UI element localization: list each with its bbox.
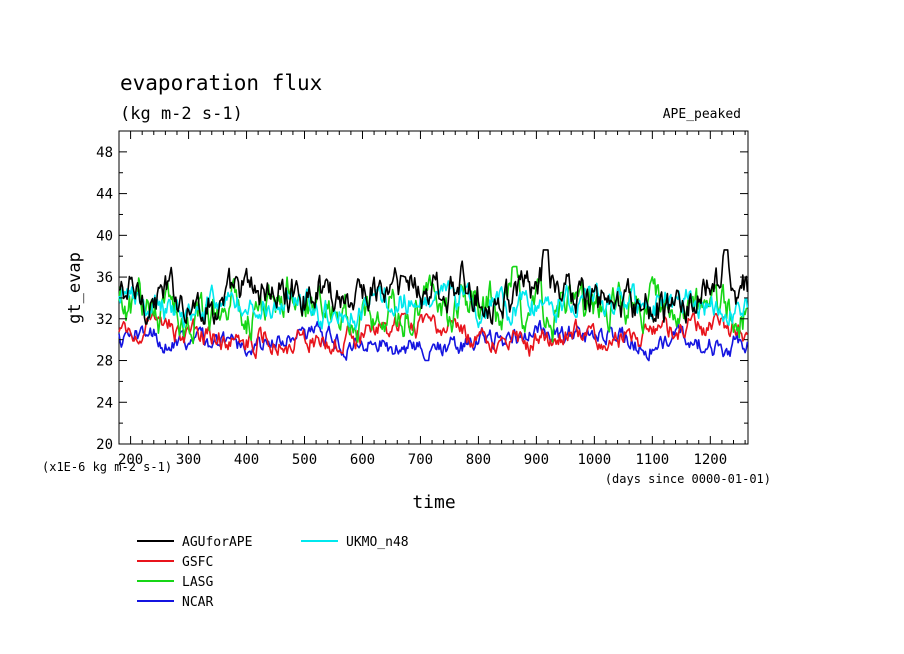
plot-area xyxy=(118,130,749,445)
x-tick-label: 800 xyxy=(466,452,491,468)
x-tick-label: 1100 xyxy=(635,452,669,468)
y-tick-label: 36 xyxy=(96,270,113,286)
x-tick-label: 1000 xyxy=(578,452,612,468)
y-tick-label: 28 xyxy=(96,354,113,370)
x-axis-units: (days since 0000-01-01) xyxy=(605,472,771,486)
plot-frame xyxy=(118,130,749,445)
legend-label-lasg: LASG xyxy=(182,575,213,590)
x-tick-label: 600 xyxy=(350,452,375,468)
y-tick-label: 32 xyxy=(96,312,113,328)
legend-label-aguforape: AGUforAPE xyxy=(182,535,252,550)
x-tick-label: 1200 xyxy=(693,452,727,468)
y-tick-label: 40 xyxy=(96,228,113,244)
y-tick-label: 24 xyxy=(96,395,113,411)
chart-title: evaporation flux xyxy=(120,71,322,95)
experiment-label: APE_peaked xyxy=(663,107,741,122)
legend-label-ncar: NCAR xyxy=(182,595,213,610)
y-axis-units: (x1E-6 kg m-2 s-1) xyxy=(42,460,172,474)
axes-layer: 20 24 28 32 36 40 44 48 200 300 400 500 600 700 800 900… xyxy=(96,131,748,468)
chart-subtitle: (kg m-2 s-1) xyxy=(120,104,243,124)
series-line-ncar xyxy=(118,319,749,362)
x-tick-label: 500 xyxy=(292,452,317,468)
y-tick-label: 48 xyxy=(96,145,113,161)
x-tick-label: 700 xyxy=(408,452,433,468)
x-tick-label: 300 xyxy=(176,452,201,468)
series-line-aguforape xyxy=(118,249,749,325)
y-tick-label: 44 xyxy=(96,187,113,203)
series-layer xyxy=(118,249,749,362)
legend-label-gsfc: GSFC xyxy=(182,555,213,570)
y-axis-label: gt_evap xyxy=(65,252,85,324)
legend: AGUforAPE GSFC LASG NCAR UKMO_n48 xyxy=(137,535,409,610)
y-tick-label: 20 xyxy=(96,437,113,453)
x-tick-label: 400 xyxy=(234,452,259,468)
legend-label-ukmo_n48: UKMO_n48 xyxy=(346,535,409,550)
series-line-lasg xyxy=(118,265,748,345)
x-axis-label: time xyxy=(412,492,455,513)
x-tick-label: 900 xyxy=(524,452,549,468)
x-tick-label: 200 xyxy=(118,452,143,468)
